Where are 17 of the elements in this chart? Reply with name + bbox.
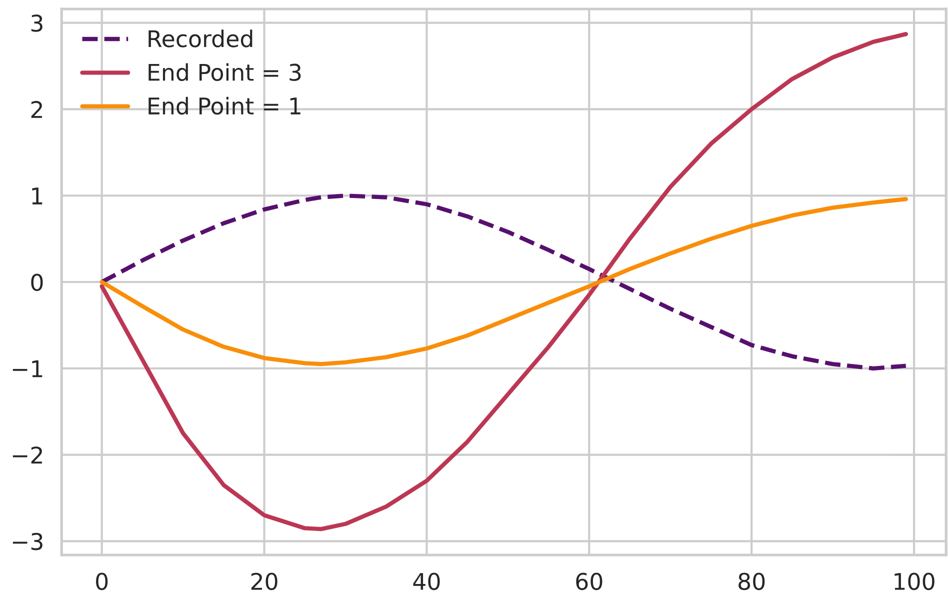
line-series [100, 32, 908, 532]
legend-label: End Point = 1 [148, 96, 300, 115]
y-tick-label: 2 [31, 100, 42, 118]
x-tick-label: 20 [251, 572, 278, 590]
legend-label: Recorded [148, 30, 252, 48]
y-tick-label: 1 [32, 188, 42, 204]
x-tick-label: 100 [894, 572, 934, 590]
y-tick-label: −2 [12, 446, 42, 464]
y-tick-label: 3 [31, 14, 42, 32]
x-tick-label: 80 [738, 572, 765, 590]
y-tick-label: −3 [12, 532, 42, 550]
x-tick-label: 60 [576, 572, 602, 590]
y-tick-label: −1 [12, 360, 42, 378]
x-tick-label: 40 [413, 572, 440, 590]
x-tick-label: 0 [96, 572, 108, 590]
legend-label: End Point = 3 [148, 63, 301, 81]
y-tick-label: 0 [31, 274, 43, 292]
